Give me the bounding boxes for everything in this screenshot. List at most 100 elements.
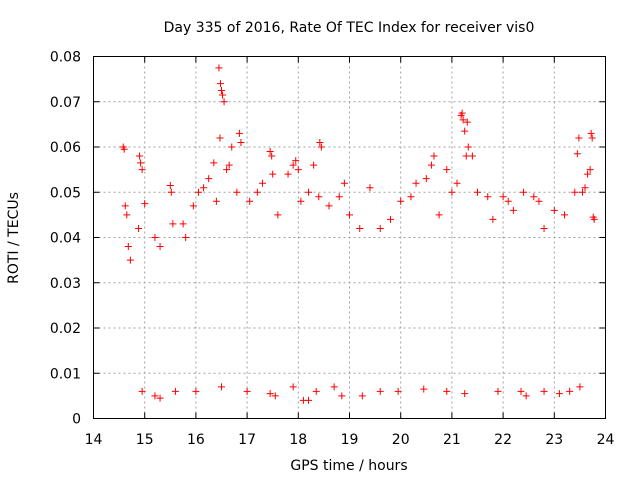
grid bbox=[93, 56, 606, 419]
data-point bbox=[576, 383, 584, 391]
data-point bbox=[269, 170, 277, 178]
data-point bbox=[284, 170, 292, 178]
data-point bbox=[138, 166, 146, 174]
data-point bbox=[462, 152, 470, 160]
data-point bbox=[312, 387, 320, 395]
y-axis-label: ROTI / TECUs bbox=[6, 192, 22, 284]
data-point bbox=[169, 220, 177, 228]
data-point bbox=[484, 193, 492, 201]
data-point bbox=[386, 215, 394, 223]
data-point bbox=[376, 224, 384, 232]
data-point bbox=[220, 98, 228, 106]
data-point bbox=[540, 387, 548, 395]
data-point bbox=[151, 392, 159, 400]
data-point bbox=[435, 211, 443, 219]
data-points bbox=[119, 64, 598, 404]
data-point bbox=[120, 145, 128, 153]
data-point bbox=[141, 200, 149, 208]
data-point bbox=[412, 179, 420, 187]
data-point bbox=[463, 118, 471, 126]
data-point bbox=[443, 166, 451, 174]
data-point bbox=[289, 161, 297, 169]
data-point bbox=[216, 134, 224, 142]
y-tick-labels: 0 0.01 0.02 0.03 0.04 0.05 0.06 0.07 0.08 bbox=[50, 50, 81, 428]
data-point bbox=[587, 129, 595, 137]
data-point bbox=[566, 387, 574, 395]
data-point bbox=[581, 184, 589, 192]
x-tick-label: 23 bbox=[545, 432, 563, 448]
data-point bbox=[216, 80, 224, 88]
data-point bbox=[509, 206, 517, 214]
data-point bbox=[420, 385, 428, 393]
data-point bbox=[520, 188, 528, 196]
data-point bbox=[474, 188, 481, 196]
data-point bbox=[464, 143, 472, 151]
x-tick-label: 17 bbox=[238, 432, 256, 448]
data-point bbox=[578, 188, 586, 196]
data-point bbox=[253, 188, 261, 196]
data-point bbox=[126, 256, 134, 264]
data-point bbox=[138, 387, 146, 395]
data-point bbox=[233, 188, 241, 196]
data-point bbox=[156, 394, 164, 402]
y-tick-label: 0.04 bbox=[50, 231, 81, 247]
data-point bbox=[453, 179, 461, 187]
data-point bbox=[266, 148, 274, 156]
data-point bbox=[182, 234, 190, 241]
data-point bbox=[459, 116, 467, 124]
data-point bbox=[192, 387, 200, 395]
data-point bbox=[555, 390, 563, 398]
data-point bbox=[225, 161, 233, 169]
y-tick-label: 0.01 bbox=[50, 366, 81, 382]
data-point bbox=[358, 392, 366, 400]
data-point bbox=[575, 134, 583, 142]
data-point bbox=[346, 211, 353, 219]
data-point bbox=[246, 197, 254, 205]
data-point bbox=[458, 109, 466, 117]
data-point bbox=[266, 390, 274, 398]
y-tick-label: 0.08 bbox=[50, 50, 81, 66]
data-point bbox=[268, 152, 276, 160]
data-point bbox=[121, 202, 129, 210]
data-point bbox=[588, 134, 596, 142]
data-point bbox=[210, 159, 218, 167]
data-point bbox=[218, 86, 225, 94]
data-point bbox=[258, 179, 266, 187]
data-point bbox=[494, 387, 502, 395]
data-point bbox=[540, 224, 548, 232]
data-point bbox=[237, 138, 245, 146]
data-point bbox=[219, 91, 227, 99]
data-point bbox=[228, 143, 236, 151]
x-tick-label: 24 bbox=[597, 432, 615, 448]
data-point bbox=[461, 390, 469, 398]
data-point bbox=[292, 157, 300, 165]
axis-ticks bbox=[93, 56, 606, 419]
y-tick-label: 0 bbox=[72, 412, 81, 428]
data-point bbox=[586, 166, 594, 174]
data-point bbox=[325, 202, 333, 210]
data-point bbox=[218, 383, 225, 391]
data-point bbox=[310, 161, 318, 169]
x-tick-label: 21 bbox=[443, 432, 461, 448]
x-axis-label: GPS time / hours bbox=[290, 458, 407, 474]
data-point bbox=[305, 188, 313, 196]
data-point bbox=[584, 170, 592, 178]
data-point bbox=[223, 166, 231, 174]
data-point bbox=[235, 129, 243, 137]
data-point bbox=[571, 188, 579, 196]
data-point bbox=[376, 387, 384, 395]
data-point bbox=[305, 396, 313, 404]
x-tick-label: 20 bbox=[392, 432, 410, 448]
data-point bbox=[427, 161, 435, 169]
data-point bbox=[205, 175, 213, 183]
data-point bbox=[212, 197, 220, 205]
x-tick-label: 15 bbox=[136, 432, 154, 448]
data-point bbox=[179, 220, 187, 228]
data-point bbox=[243, 387, 251, 395]
data-point bbox=[137, 159, 145, 167]
data-point bbox=[443, 387, 451, 395]
data-point bbox=[330, 383, 338, 391]
data-point bbox=[461, 127, 469, 135]
data-point bbox=[289, 383, 297, 391]
data-point bbox=[317, 143, 325, 151]
